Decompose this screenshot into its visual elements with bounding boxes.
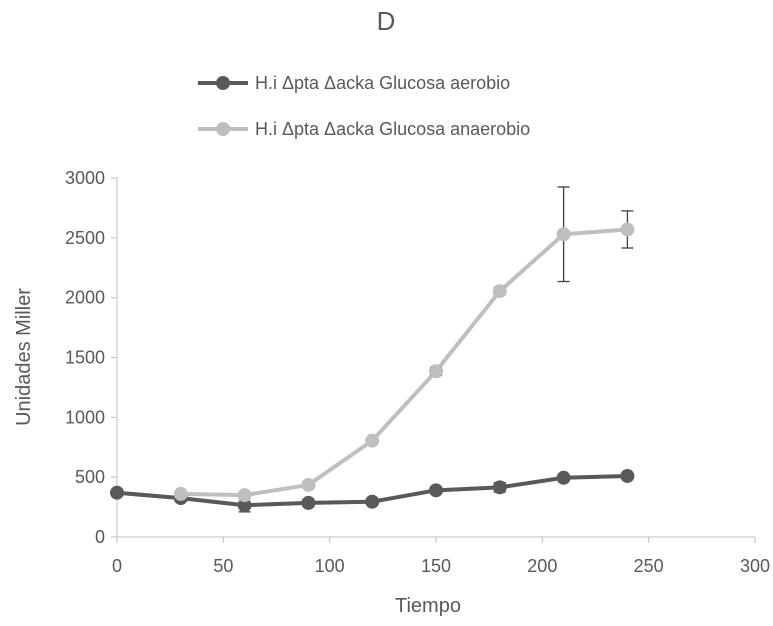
x-tick-label: 50 — [213, 556, 233, 576]
series-layer — [110, 186, 635, 513]
axes: 0 500 1000 1500 2000 2500 3000 0 50 100 150 200 250 3… — [65, 168, 770, 576]
data-point — [556, 227, 571, 242]
data-point — [492, 284, 507, 299]
y-tick-label: 3000 — [65, 168, 105, 188]
data-point — [429, 364, 443, 379]
y-tick-label: 1000 — [65, 407, 105, 427]
x-tick-label: 0 — [112, 556, 122, 576]
legend: H.i Δpta Δacka Glucosa aerobio H.i Δpta … — [198, 73, 530, 139]
series-1 — [173, 186, 635, 503]
data-point — [173, 486, 188, 501]
y-tick-label: 2500 — [65, 228, 105, 248]
y-tick-label: 2000 — [65, 288, 105, 308]
x-axis-label: Tiempo — [395, 595, 461, 617]
legend-label-aerobio: H.i Δpta Δacka Glucosa aerobio — [255, 73, 510, 93]
data-point — [301, 477, 316, 492]
data-point — [620, 468, 635, 483]
data-point — [620, 222, 635, 237]
data-point — [429, 483, 443, 498]
legend-label-anaerobio: H.i Δpta Δacka Glucosa anaerobio — [255, 119, 530, 139]
y-tick-label: 1500 — [65, 348, 105, 368]
data-point — [556, 470, 571, 485]
data-point — [110, 485, 124, 500]
data-point — [492, 480, 507, 495]
x-tick-label: 250 — [634, 556, 664, 576]
data-point — [365, 433, 380, 448]
data-point — [237, 488, 252, 503]
legend-swatch-marker-aerobio — [216, 76, 230, 90]
x-tick-label: 300 — [740, 556, 770, 576]
x-tick-label: 150 — [421, 556, 451, 576]
x-tick-label: 100 — [315, 556, 345, 576]
y-tick-label: 0 — [95, 527, 105, 547]
series-0 — [110, 468, 635, 513]
data-point — [365, 494, 380, 509]
chart-title: D — [377, 6, 396, 36]
legend-swatch-marker-anaerobio — [216, 122, 230, 136]
series-line-1 — [178, 227, 630, 498]
y-axis-label: Unidades Miller — [13, 288, 35, 426]
x-tick-label: 200 — [527, 556, 557, 576]
data-point — [301, 495, 316, 510]
data-point — [237, 498, 252, 513]
y-tick-label: 500 — [75, 467, 105, 487]
